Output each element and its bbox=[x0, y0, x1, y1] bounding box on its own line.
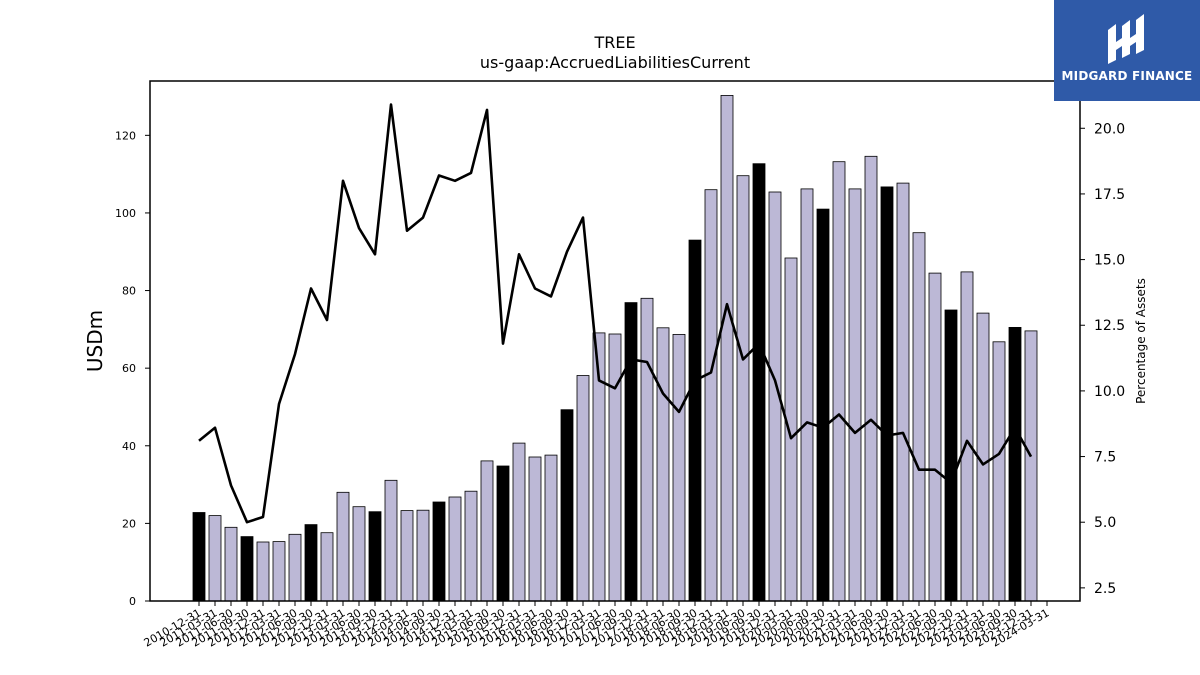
bar bbox=[576, 375, 590, 602]
bar bbox=[272, 541, 286, 602]
bar bbox=[336, 491, 350, 602]
y-tick-label: 80 bbox=[122, 285, 136, 298]
bar bbox=[912, 232, 926, 602]
y-tick-label: 20 bbox=[122, 517, 136, 530]
bar bbox=[240, 536, 254, 602]
bar bbox=[720, 95, 734, 602]
bar bbox=[736, 175, 750, 602]
bar bbox=[464, 490, 478, 602]
bar bbox=[816, 208, 830, 602]
y-axis-label: USDm bbox=[83, 310, 107, 372]
bar bbox=[864, 155, 878, 602]
y2-axis-label: Percentage of Assets bbox=[1134, 278, 1148, 404]
bar bbox=[224, 526, 238, 602]
chart-subtitle: us-gaap:AccruedLiabilitiesCurrent bbox=[480, 53, 750, 72]
y2-tick-label: 7.5 bbox=[1094, 450, 1116, 466]
bar bbox=[208, 515, 222, 602]
y-tick-label: 120 bbox=[115, 129, 136, 142]
bar bbox=[304, 524, 318, 602]
bar bbox=[560, 409, 574, 602]
y-tick-label: 60 bbox=[122, 362, 136, 375]
logo-mark-icon bbox=[1108, 14, 1144, 64]
bar bbox=[672, 333, 686, 602]
bar bbox=[544, 454, 558, 602]
bar bbox=[512, 442, 526, 602]
bar bbox=[192, 512, 206, 602]
bar bbox=[352, 506, 366, 602]
bar bbox=[944, 309, 958, 602]
y2-tick-label: 5.0 bbox=[1094, 515, 1116, 531]
bar bbox=[528, 456, 542, 602]
bar bbox=[624, 302, 638, 602]
y2-tick-label: 20.0 bbox=[1094, 121, 1125, 137]
series-line bbox=[198, 103, 1033, 524]
bar bbox=[496, 465, 510, 602]
bar bbox=[832, 161, 846, 602]
bar bbox=[992, 341, 1006, 602]
y2-tick-label: 15.0 bbox=[1094, 253, 1125, 269]
y2-tick-label: 10.0 bbox=[1094, 384, 1125, 400]
bar bbox=[848, 188, 862, 602]
bar bbox=[416, 509, 430, 602]
bar bbox=[640, 297, 654, 602]
bar bbox=[368, 511, 382, 602]
chart-title: TREE bbox=[593, 33, 635, 52]
bar bbox=[896, 182, 910, 602]
bar bbox=[688, 239, 702, 602]
y2-tick-label: 17.5 bbox=[1094, 187, 1125, 203]
brand-logo: MIDGARD FINANCE bbox=[1054, 0, 1200, 101]
bar bbox=[256, 541, 270, 602]
bar bbox=[1008, 326, 1022, 602]
bar bbox=[432, 501, 446, 602]
bar bbox=[448, 496, 462, 602]
y-tick-label: 100 bbox=[115, 207, 136, 220]
bar bbox=[800, 188, 814, 602]
logo-text: MIDGARD FINANCE bbox=[1061, 69, 1193, 83]
bar bbox=[400, 510, 414, 602]
bar bbox=[880, 186, 894, 602]
bar bbox=[704, 189, 718, 602]
bar bbox=[1024, 330, 1038, 602]
bar bbox=[384, 479, 398, 602]
bar bbox=[960, 271, 974, 602]
bar bbox=[656, 327, 670, 602]
bar bbox=[480, 460, 494, 602]
bar bbox=[928, 272, 942, 602]
y-tick-label: 40 bbox=[122, 440, 136, 453]
bar bbox=[752, 163, 766, 602]
bar bbox=[320, 532, 334, 602]
bar bbox=[784, 257, 798, 602]
y2-tick-label: 12.5 bbox=[1094, 318, 1125, 334]
bar bbox=[288, 533, 302, 602]
y2-tick-label: 2.5 bbox=[1094, 581, 1116, 597]
bar bbox=[608, 333, 622, 602]
y-tick-label: 0 bbox=[129, 595, 136, 608]
